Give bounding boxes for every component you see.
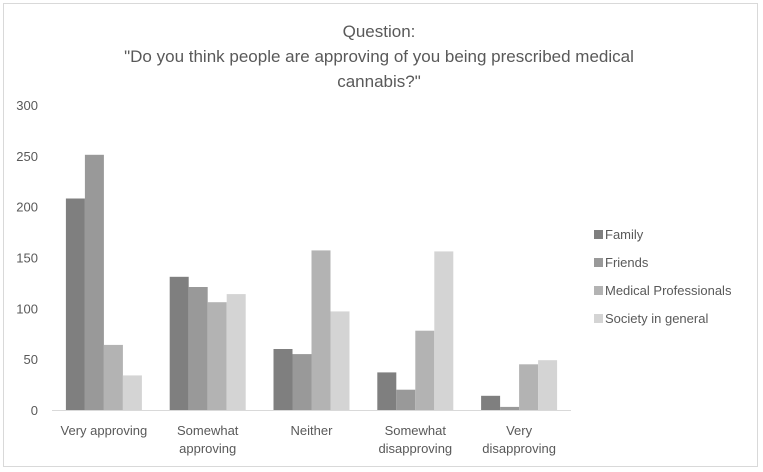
bar-friends bbox=[500, 406, 520, 410]
x-category-label: approving bbox=[179, 441, 236, 456]
bar-medical-professionals bbox=[415, 330, 435, 410]
bar-family bbox=[377, 372, 397, 410]
legend-label: Society in general bbox=[605, 311, 708, 326]
bar-family bbox=[169, 276, 189, 410]
legend-label: Family bbox=[605, 227, 644, 242]
legend: Family Friends Medical Professionals Societ… bbox=[594, 227, 732, 326]
chart-frame: Question: "Do you think people are appro… bbox=[3, 3, 758, 467]
y-tick-label: 300 bbox=[16, 98, 38, 113]
bar-society-in-general bbox=[434, 251, 454, 410]
x-category-label: Somewhat bbox=[177, 423, 239, 438]
x-category-label: disapproving bbox=[482, 441, 556, 456]
bar-friends bbox=[188, 287, 208, 410]
bar-friends bbox=[396, 389, 416, 410]
legend-swatch bbox=[594, 258, 603, 267]
bar-medical-professionals bbox=[103, 344, 123, 410]
y-tick-label: 100 bbox=[16, 301, 38, 316]
chart-title-line: Question: bbox=[343, 22, 416, 41]
bar-family bbox=[65, 198, 85, 410]
bar-family bbox=[273, 349, 293, 410]
bar-society-in-general bbox=[226, 294, 246, 410]
bar-medical-professionals bbox=[519, 364, 539, 411]
bar-friends bbox=[292, 354, 312, 410]
y-tick-label: 0 bbox=[31, 403, 38, 418]
chart-title: Question: "Do you think people are appro… bbox=[124, 22, 634, 91]
x-category-label: Somewhat bbox=[385, 423, 447, 438]
legend-swatch bbox=[594, 286, 603, 295]
bar-family bbox=[481, 395, 501, 410]
bar-friends bbox=[84, 154, 104, 410]
x-category-label: disapproving bbox=[378, 441, 452, 456]
x-category-label: Neither bbox=[291, 423, 334, 438]
x-category-label: Very approving bbox=[61, 423, 148, 438]
legend-swatch bbox=[594, 314, 603, 323]
bar-medical-professionals bbox=[207, 302, 227, 410]
chart-svg: Question: "Do you think people are appro… bbox=[16, 22, 732, 456]
bar-society-in-general bbox=[122, 375, 142, 410]
legend-label: Friends bbox=[605, 255, 649, 270]
y-tick-label: 50 bbox=[24, 352, 38, 367]
chart-title-line: "Do you think people are approving of yo… bbox=[124, 47, 634, 66]
chart-title-line: cannabis?" bbox=[337, 72, 421, 91]
x-axis: Very approving Somewhat approving Neither So… bbox=[61, 423, 556, 456]
y-tick-label: 200 bbox=[16, 200, 38, 215]
legend-swatch bbox=[594, 230, 603, 239]
y-tick-label: 250 bbox=[16, 149, 38, 164]
bar-society-in-general bbox=[330, 311, 350, 410]
bar-society-in-general bbox=[538, 360, 558, 410]
legend-label: Medical Professionals bbox=[605, 283, 732, 298]
x-category-label: Very bbox=[506, 423, 533, 438]
y-tick-label: 150 bbox=[16, 251, 38, 266]
plot-area bbox=[65, 154, 558, 411]
y-axis: 0 50 100 150 200 250 300 bbox=[16, 98, 38, 418]
bar-medical-professionals bbox=[311, 250, 331, 410]
